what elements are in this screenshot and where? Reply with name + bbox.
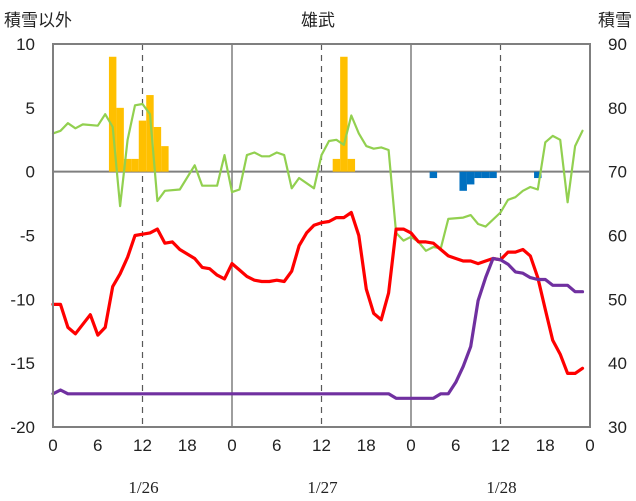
precip-bar: [474, 171, 482, 179]
precip-bar: [138, 120, 147, 172]
y-left-tick-label: 5: [26, 99, 35, 118]
precip-bar: [489, 171, 497, 179]
y-right-tick-label: 40: [608, 354, 627, 373]
y-right-tick-label: 60: [608, 227, 627, 246]
x-tick-label: 6: [451, 436, 460, 455]
x-tick-label: 12: [491, 436, 510, 455]
precip-bar: [347, 158, 356, 172]
x-tick-label: 18: [178, 436, 197, 455]
precip-bar: [108, 56, 117, 172]
x-tick-label: 6: [93, 436, 102, 455]
precip-bar: [429, 171, 438, 179]
y-left-tick-label: 0: [26, 163, 35, 182]
x-tick-label: 0: [48, 436, 57, 455]
x-tick-label: 12: [133, 436, 152, 455]
left-axis-label: 積雪以外: [4, 11, 72, 30]
y-left-tick-label: -10: [10, 290, 35, 309]
y-left-tick-label: -5: [20, 227, 35, 246]
date-label: 1/26: [128, 478, 158, 497]
precip-bar: [332, 158, 341, 172]
y-left-tick-label: -15: [10, 354, 35, 373]
y-right-tick-label: 30: [608, 418, 627, 437]
precip-bar: [131, 158, 139, 172]
x-tick-label: 12: [312, 436, 331, 455]
precip-bar: [146, 95, 154, 172]
x-tick-label: 18: [357, 436, 376, 455]
y-right-tick-label: 70: [608, 163, 627, 182]
chart-title: 雄武: [301, 11, 335, 30]
x-tick-label: 6: [272, 436, 281, 455]
series-line: [51, 256, 585, 400]
right-axis-label: 積雪: [598, 11, 632, 30]
y-right-tick-label: 80: [608, 99, 627, 118]
precip-bar: [459, 171, 467, 191]
precip-bar: [161, 146, 169, 172]
x-tick-label: 0: [227, 436, 236, 455]
precip-bar: [340, 56, 348, 172]
x-tick-label: 0: [406, 436, 415, 455]
precip-bar: [534, 171, 542, 179]
precip-bar: [481, 171, 490, 179]
precip-bar: [116, 107, 124, 172]
y-left-tick-label: 10: [16, 35, 35, 54]
precip-bar: [123, 158, 132, 172]
x-tick-label: 0: [585, 436, 594, 455]
date-label: 1/28: [486, 478, 516, 497]
x-tick-label: 18: [536, 436, 555, 455]
plot-frame: [52, 43, 591, 428]
line-layer: [51, 102, 585, 400]
series-line: [51, 102, 584, 252]
chart-title-group: 雄武 積雪以外 積雪: [4, 11, 632, 30]
bar-layer: [108, 56, 542, 191]
precip-bar: [466, 171, 475, 185]
precip-bar: [153, 126, 162, 172]
date-label: 1/27: [307, 478, 338, 497]
y-right-tick-label: 50: [608, 290, 627, 309]
y-right-tick-label: 90: [608, 35, 627, 54]
y-left-tick-label: -20: [10, 418, 35, 437]
